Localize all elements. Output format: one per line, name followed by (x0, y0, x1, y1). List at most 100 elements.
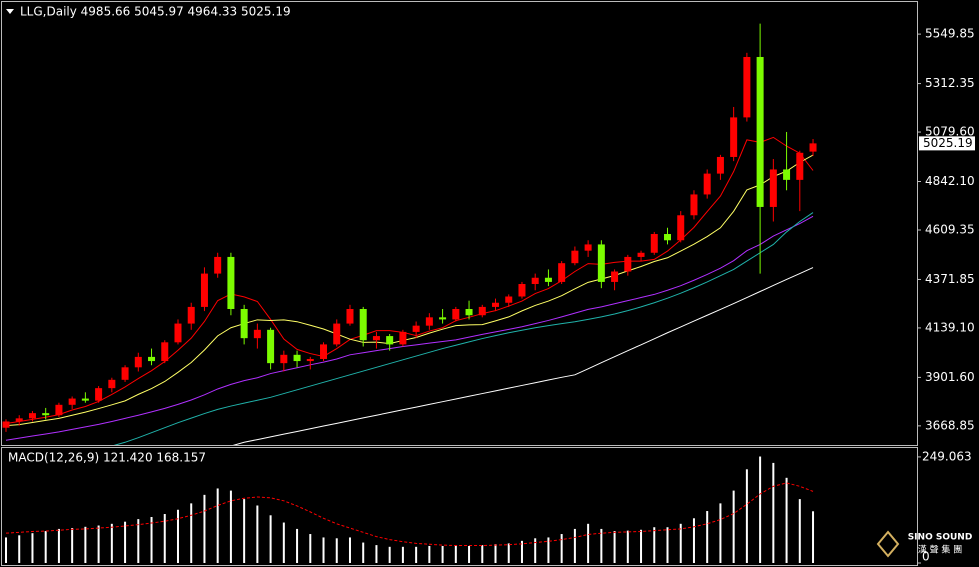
macd-plot (5, 456, 815, 563)
candle-body (214, 256, 222, 274)
candle-body (108, 379, 116, 389)
macd-bar (322, 537, 325, 563)
candle-body (756, 56, 764, 207)
macd-bar (282, 522, 285, 563)
menu-arrow (6, 9, 14, 14)
macd-bar (785, 477, 788, 563)
candle-body (174, 323, 182, 343)
macd-bar (653, 527, 656, 563)
candle-body (346, 308, 354, 324)
candle-body (280, 354, 288, 364)
moving-average-line (5, 136, 814, 425)
macd-pane-border (1, 447, 918, 566)
macd-bar (626, 530, 629, 563)
macd-bar (71, 528, 74, 563)
candle-body (42, 413, 50, 416)
candle-body (399, 331, 407, 345)
candle-body (68, 398, 76, 405)
candle-body (624, 256, 632, 272)
macd-bar (150, 517, 153, 563)
candle-body (200, 273, 208, 307)
macd-bar (706, 511, 709, 563)
candle-body (55, 404, 63, 416)
logo-icon (876, 530, 900, 558)
macd-bar (468, 545, 471, 563)
macd-bar (547, 537, 550, 563)
macd-bar (666, 527, 669, 563)
candle-body (187, 306, 195, 324)
macd-bar (256, 505, 259, 563)
candle-body (386, 336, 394, 345)
candle-body (227, 256, 235, 309)
macd-bar (745, 469, 748, 563)
candle-body (465, 308, 473, 316)
macd-bar (110, 523, 113, 563)
candle-body (121, 367, 129, 380)
moving-average-line (5, 154, 814, 427)
y-tick-label: 249.063 (922, 449, 972, 463)
y-tick-label: 5312.35 (925, 76, 975, 90)
macd-bar (243, 499, 246, 563)
labels: LLG,Daily 4985.66 5045.97 4964.33 5025.1… (6, 5, 975, 564)
macd-bar (176, 509, 179, 563)
price-plot (2, 23, 817, 445)
macd-bar (573, 528, 576, 563)
macd-bar (5, 537, 7, 563)
candle-body (518, 284, 526, 297)
y-tick-label: 3901.60 (925, 370, 975, 384)
macd-bar (560, 534, 563, 563)
candle-body (558, 263, 566, 282)
macd-bar (57, 528, 60, 563)
y-tick-label: 4139.10 (925, 320, 975, 334)
candle-body (2, 421, 10, 428)
candle-body (571, 250, 579, 264)
candle-body (743, 56, 751, 118)
logo-name: SINO SOUND (908, 533, 973, 543)
macd-bar (18, 535, 21, 563)
macd-bar (309, 534, 312, 563)
candle-body (293, 354, 301, 362)
candle-body (730, 117, 738, 157)
price-pane-border (1, 1, 918, 446)
last-price-label: 5025.19 (923, 136, 973, 150)
chart-title: LLG,Daily 4985.66 5045.97 4964.33 5025.1… (20, 5, 291, 19)
macd-bar (335, 538, 338, 563)
candle-body (253, 329, 261, 339)
macd-bar (507, 543, 510, 563)
candle-body (677, 215, 685, 241)
candle-body (372, 336, 380, 341)
candle-body (161, 342, 169, 362)
macd-bar (269, 515, 272, 563)
macd-bar (719, 503, 722, 563)
y-tick-label: 5549.85 (925, 27, 975, 41)
candle-body (703, 173, 711, 195)
macd-bar (362, 542, 365, 563)
candle-body (134, 356, 142, 368)
macd-bar (428, 545, 431, 563)
macd-bar (732, 490, 735, 563)
candle-body (81, 398, 89, 401)
y-tick-label: 4371.85 (925, 272, 975, 286)
candle-body (664, 234, 671, 241)
macd-bar (401, 546, 404, 563)
macd-bar (600, 528, 603, 563)
macd-bar (494, 544, 497, 563)
macd-bar (759, 456, 762, 563)
signal-line (5, 482, 814, 547)
macd-bar (44, 531, 47, 563)
logo-subtitle: 漢 聲 集 團 (918, 544, 963, 556)
candle-body (359, 308, 367, 341)
y-tick-label: 5079.60 (925, 125, 975, 139)
macd-bar (587, 523, 590, 563)
macd-bar (441, 545, 444, 563)
macd-bar (203, 494, 206, 563)
y-tick-label: 4842.10 (925, 174, 975, 188)
macd-bar (640, 529, 643, 563)
moving-average-line (5, 215, 814, 441)
candle-body (716, 156, 724, 174)
macd-bar (388, 546, 391, 563)
candle-body (769, 169, 777, 207)
candle-body (478, 306, 486, 316)
